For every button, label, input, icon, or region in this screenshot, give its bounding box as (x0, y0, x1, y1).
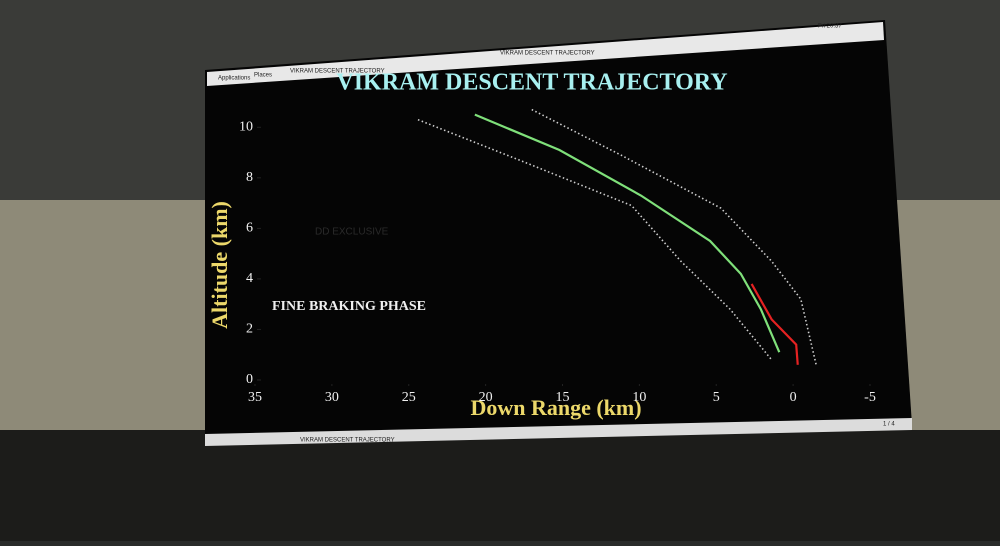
trajectory-line (474, 113, 781, 353)
top-bar (207, 22, 884, 86)
task-bar (205, 418, 912, 446)
x-tick-label: 0 (790, 390, 797, 405)
x-tick-label: 20 (479, 390, 493, 405)
y-tick-label: 0 (246, 372, 253, 387)
y-tick-label: 6 (246, 221, 253, 236)
annotation: FINE BRAKING PHASE (272, 299, 426, 314)
chart-title: VIKRAM DESCENT TRAJECTORY (336, 70, 727, 96)
screen (205, 20, 912, 440)
watermark: DD EXCLUSIVE (315, 227, 389, 238)
x-tick-label: 25 (402, 390, 416, 405)
x-tick-label: 30 (325, 390, 339, 405)
window-title: VIKRAM DESCENT TRAJECTORY (290, 69, 385, 75)
trajectory-line (417, 118, 773, 361)
clock: Fri 20:37 (818, 24, 842, 30)
x-tick-label: 5 (713, 390, 720, 405)
y-tick-label: 10 (239, 119, 253, 134)
menu-item[interactable]: Applications (218, 76, 250, 82)
menu-item[interactable]: Places (254, 73, 272, 79)
x-tick-label: 35 (248, 390, 262, 405)
y-tick-label: 8 (246, 170, 253, 185)
taskbar-title[interactable]: VIKRAM DESCENT TRAJECTORY (300, 438, 395, 444)
x-tick-label: 15 (556, 390, 570, 405)
page-indicator: 1 / 4 (883, 422, 895, 428)
y-tick-label: 2 (246, 322, 253, 337)
x-axis-label: Down Range (km) (470, 395, 641, 420)
y-tick-label: 4 (246, 271, 253, 286)
y-axis-label: Altitude (km) (207, 201, 232, 329)
x-tick-label: -5 (864, 390, 876, 405)
x-tick-label: 10 (632, 390, 646, 405)
floor (0, 430, 1000, 541)
window-title: VIKRAM DESCENT TRAJECTORY (500, 51, 595, 57)
trajectory-line (750, 283, 799, 365)
